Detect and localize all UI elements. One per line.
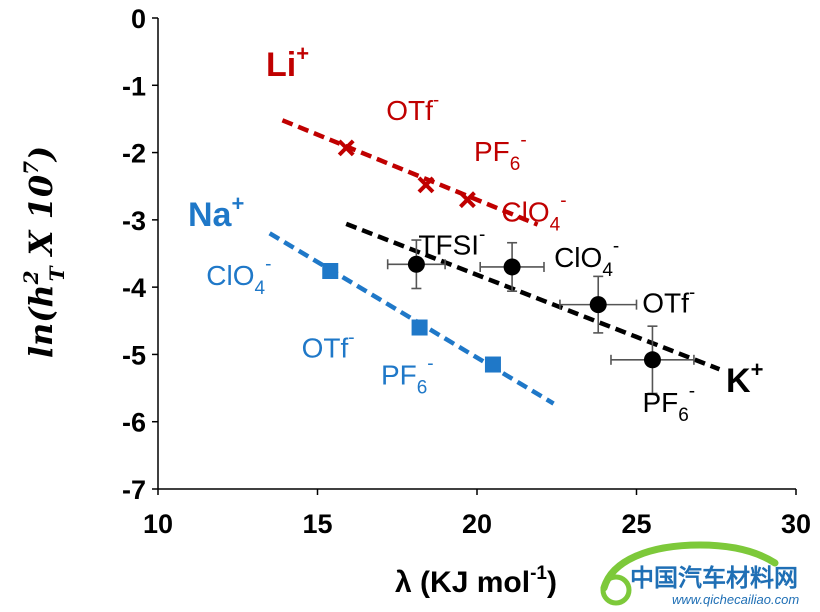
data-point-li	[459, 191, 476, 209]
x-tick-label: 10	[143, 509, 173, 539]
anion-charge: -	[560, 191, 566, 212]
anion-label: OTf-	[386, 90, 439, 126]
anion-name: TFSI	[418, 229, 479, 260]
fit-line-k	[345, 221, 721, 372]
axes: 0-1-2-3-4-5-6-710 15 20 25 30	[122, 4, 811, 539]
fit-lines	[268, 118, 721, 406]
x-marker-stroke	[459, 191, 476, 209]
anion-charge: -	[613, 236, 619, 257]
fit-line-na	[268, 231, 555, 406]
anion-label: PF6 -	[381, 354, 434, 399]
cation-charge: +	[296, 41, 309, 66]
anion-charge: -	[689, 283, 695, 304]
watermark-title: 中国汽车材料网	[630, 564, 798, 592]
x-tick-label: 15	[302, 509, 332, 539]
x-marker-stroke	[337, 139, 355, 157]
cation-label-na: Na+	[188, 191, 244, 234]
anion-subscript: 4	[602, 260, 613, 281]
anion-name: PF	[381, 360, 417, 391]
fit-line-li	[281, 118, 539, 227]
anion-charge: -	[427, 354, 433, 375]
anion-subscript: 6	[678, 405, 689, 426]
data-point-k	[589, 296, 607, 314]
data-point-k	[503, 258, 521, 276]
cation-label-k: K+	[726, 357, 763, 400]
anion-charge: -	[689, 381, 695, 402]
anion-label: PF6-	[642, 381, 695, 426]
cation-label-li: Li+	[266, 41, 309, 84]
anion-subscript: 6	[417, 378, 428, 399]
cation-name: Li	[266, 46, 296, 84]
anion-name: PF	[642, 387, 678, 418]
data-point-li	[417, 176, 435, 194]
y-tick-label: -4	[122, 273, 146, 303]
anion-subscript: 4	[254, 278, 265, 299]
x-marker-stroke	[417, 176, 435, 194]
data-point-k	[643, 351, 661, 369]
y-tick-label: -3	[122, 206, 146, 236]
anion-name: OTf	[642, 288, 689, 319]
anion-name: OTf	[386, 95, 433, 126]
cation-charge: +	[231, 191, 244, 216]
data-point-na	[484, 356, 501, 373]
anion-label: ClO4-	[206, 254, 271, 299]
watermark-car-icon	[600, 541, 779, 592]
anion-name: ClO	[554, 242, 602, 273]
watermark-url: www.qichecailiao.com	[672, 592, 799, 607]
anion-subscript: 6	[510, 154, 521, 175]
data-point-k	[407, 255, 425, 273]
anion-name: ClO	[501, 197, 549, 228]
cation-name: K	[726, 362, 751, 400]
x-tick-label: 20	[462, 509, 492, 539]
y-tick-label: -6	[122, 408, 146, 438]
anion-label: TFSI-	[418, 224, 485, 260]
anion-charge: -	[433, 90, 439, 111]
data-point-li	[337, 139, 355, 157]
data-points	[322, 139, 695, 395]
x-tick-label: 25	[621, 509, 651, 539]
cation-name: Na	[188, 196, 233, 234]
data-point-na	[322, 262, 339, 279]
anion-charge: -	[265, 254, 271, 275]
y-tick-label: -5	[122, 340, 146, 370]
anion-charge: -	[479, 224, 485, 245]
y-axis-label: ln(h2 T X 107)	[19, 146, 69, 358]
anion-label: ClO4 -	[501, 191, 566, 236]
anion-name: OTf	[302, 333, 349, 364]
data-point-na	[411, 319, 428, 336]
anion-charge: -	[348, 328, 354, 349]
y-tick-label: 0	[131, 4, 146, 34]
anion-label: OTf-	[302, 328, 355, 364]
anion-label: OTf-	[642, 283, 695, 319]
anion-label: PF6 -	[474, 130, 527, 175]
point-labels: OTf-PF6-ClO4-Li+ClO4-OTf-PF6-Na+TFSI-ClO…	[188, 41, 763, 426]
x-tick-label: 30	[781, 509, 811, 539]
x-axis-label: λ (KJ mol-1)	[395, 563, 557, 599]
watermark: 中国汽车材料网 www.qichecailiao.com	[600, 541, 799, 607]
anion-name: PF	[474, 136, 510, 167]
anion-name: ClO	[206, 260, 254, 291]
y-tick-label: -7	[122, 475, 146, 505]
anion-label: ClO4-	[554, 236, 619, 281]
anion-charge: -	[520, 130, 526, 151]
watermark-wheel-icon	[600, 574, 632, 606]
cation-charge: +	[751, 357, 764, 382]
anion-subscript: 4	[550, 215, 561, 236]
y-tick-label: -2	[122, 139, 146, 169]
y-tick-label: -1	[122, 71, 146, 101]
